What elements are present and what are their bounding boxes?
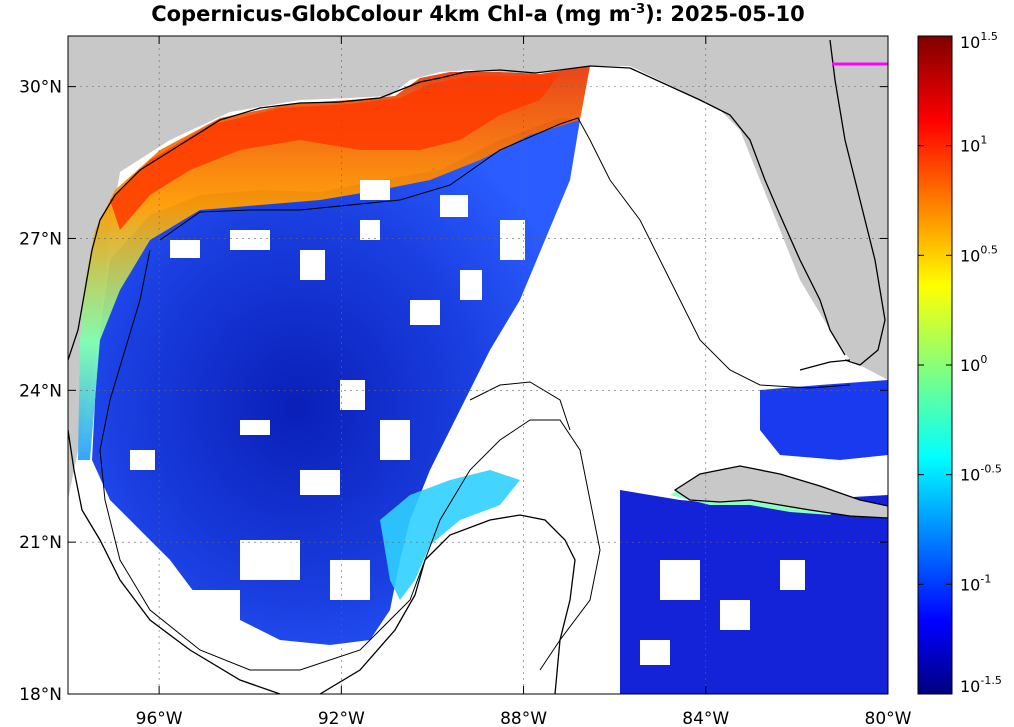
colorbar-tick-label: 101	[960, 134, 987, 156]
map-frame	[67, 35, 889, 695]
coastline-keys	[799, 359, 851, 371]
x-tick-label: 92°W	[318, 709, 365, 727]
chl-florida-straits	[760, 380, 888, 460]
coastline-campeche	[319, 514, 576, 694]
chl-coastal-high	[110, 74, 560, 230]
depth-contour-yucatan	[469, 381, 571, 431]
depth-contour-west	[159, 117, 851, 389]
colorbar-tick-label: 10-0.5	[960, 463, 1002, 485]
x-tick-label: 80°W	[865, 709, 912, 727]
y-tick-label: 30°N	[19, 78, 62, 98]
y-tick-label: 24°N	[19, 381, 62, 401]
chl-deep-basin	[92, 118, 580, 645]
colorbar-tick-label: 100	[960, 353, 987, 375]
coastline-mexico	[68, 429, 281, 694]
colorbar-tick-label: 100.5	[960, 243, 998, 265]
graticule	[68, 36, 888, 694]
chl-caribbean	[620, 490, 888, 694]
y-tick-label: 27°N	[19, 229, 62, 249]
colorbar-tick-label: 101.5	[960, 30, 998, 52]
cloud-gaps	[130, 180, 805, 665]
map-axes: 96°W 92°W 88°W 84°W 80°W 30°N 27°N 24°N 21°N 18°N	[19, 36, 912, 727]
x-tick-label: 88°W	[500, 709, 547, 727]
colorbar-tick-label: 10-1	[960, 572, 991, 594]
chl-campeche-coast	[380, 470, 520, 600]
map-title: Copernicus-GlobColour 4km Chl-a (mg m-3)…	[151, 2, 805, 26]
coastline-cuba	[673, 465, 888, 519]
coastline-florida-east	[829, 39, 886, 366]
colorbar-ticks: 101.5 101 100.5 100 10-0.5 10-1 10-1.5	[918, 30, 1002, 696]
x-tick-label: 84°W	[682, 709, 729, 727]
x-tick-label: 96°W	[136, 709, 183, 727]
coastline-us	[68, 65, 846, 361]
colorbar-tick-label: 10-1.5	[960, 674, 1002, 696]
y-tick-label: 18°N	[19, 685, 62, 705]
chl-northern-shelf	[78, 66, 590, 460]
depth-contour-south	[99, 249, 601, 671]
y-tick-label: 21°N	[19, 533, 62, 553]
